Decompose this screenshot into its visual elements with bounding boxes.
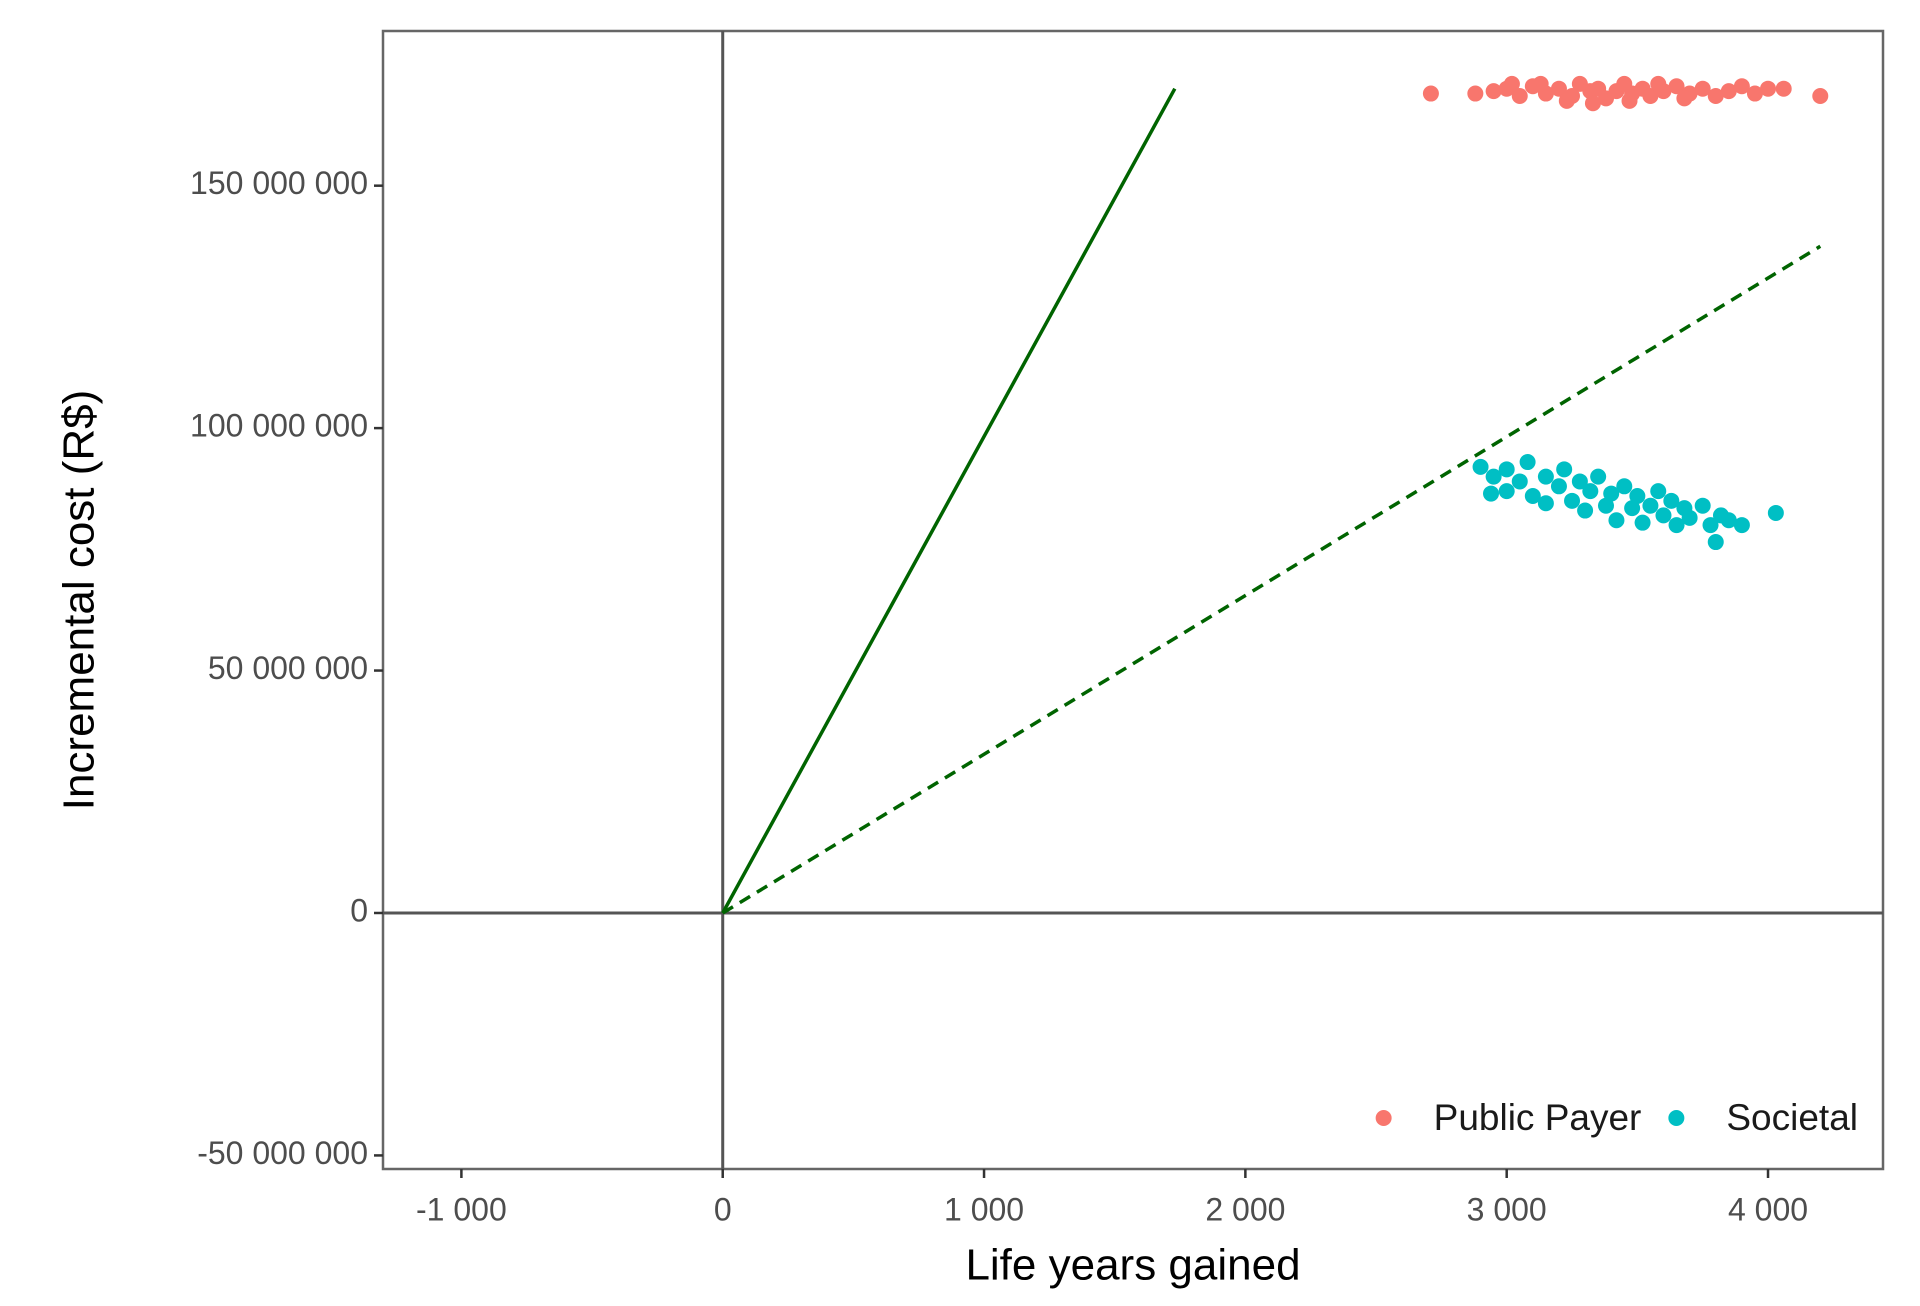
point bbox=[1511, 473, 1528, 490]
point bbox=[1483, 485, 1500, 502]
point bbox=[1537, 495, 1554, 512]
point bbox=[1550, 478, 1567, 495]
point bbox=[1597, 497, 1614, 514]
x-tick-label: 2 000 bbox=[1205, 1191, 1285, 1227]
point bbox=[1590, 468, 1607, 485]
point bbox=[1681, 509, 1698, 526]
point bbox=[1550, 80, 1567, 97]
point bbox=[1655, 507, 1672, 524]
point bbox=[1472, 458, 1489, 475]
x-tick-label: 1 000 bbox=[944, 1191, 1024, 1227]
point bbox=[1503, 75, 1520, 92]
legend-marker bbox=[1375, 1110, 1392, 1126]
point bbox=[1511, 87, 1528, 104]
point bbox=[1812, 87, 1829, 104]
point bbox=[1733, 517, 1750, 534]
point bbox=[1694, 497, 1711, 514]
point bbox=[1603, 485, 1620, 502]
x-tick-label: 3 000 bbox=[1467, 1191, 1547, 1227]
legend-label: Public Payer bbox=[1434, 1097, 1642, 1138]
y-tick-label: 50 000 000 bbox=[208, 650, 368, 686]
y-axis-title: Incremental cost (R$) bbox=[55, 390, 104, 811]
threshold-line bbox=[721, 87, 1177, 914]
point bbox=[1485, 83, 1502, 100]
point bbox=[1676, 90, 1693, 107]
point bbox=[1767, 504, 1784, 521]
point bbox=[1663, 492, 1680, 509]
point bbox=[1616, 478, 1633, 495]
y-tick-label: 0 bbox=[350, 892, 368, 928]
x-axis-title: Life years gained bbox=[965, 1241, 1300, 1290]
point bbox=[1532, 75, 1549, 92]
legend-marker bbox=[1668, 1110, 1685, 1126]
point bbox=[1498, 461, 1515, 478]
point bbox=[1760, 80, 1777, 97]
point bbox=[1720, 83, 1737, 100]
point bbox=[1702, 517, 1719, 534]
y-tick-label: 100 000 000 bbox=[190, 408, 368, 444]
point bbox=[1564, 492, 1581, 509]
plot-frame bbox=[381, 29, 1885, 1171]
point bbox=[1629, 487, 1646, 504]
point bbox=[1775, 80, 1792, 97]
point bbox=[1720, 512, 1737, 529]
point bbox=[1558, 92, 1575, 109]
point bbox=[1571, 473, 1588, 490]
point bbox=[1668, 78, 1685, 95]
x-tick-label: 4 000 bbox=[1728, 1191, 1808, 1227]
point bbox=[1707, 534, 1724, 551]
point bbox=[1707, 87, 1724, 104]
point bbox=[1422, 85, 1439, 102]
point bbox=[1634, 514, 1651, 531]
point bbox=[1584, 95, 1601, 112]
x-tick-label: -1 000 bbox=[416, 1191, 507, 1227]
x-tick-label: 0 bbox=[714, 1191, 732, 1227]
point bbox=[1582, 483, 1599, 500]
point bbox=[1650, 75, 1667, 92]
point bbox=[1642, 497, 1659, 514]
point bbox=[1624, 500, 1641, 517]
point bbox=[1467, 85, 1484, 102]
point bbox=[1694, 80, 1711, 97]
y-tick-label: 150 000 000 bbox=[190, 165, 368, 201]
point bbox=[1608, 512, 1625, 529]
point bbox=[1733, 78, 1750, 95]
point bbox=[1485, 468, 1502, 485]
point bbox=[1668, 517, 1685, 534]
threshold-line bbox=[721, 244, 1822, 915]
point bbox=[1577, 502, 1594, 519]
legend-label: Societal bbox=[1726, 1097, 1858, 1138]
point bbox=[1746, 85, 1763, 102]
point bbox=[1519, 454, 1536, 471]
point bbox=[1642, 87, 1659, 104]
point bbox=[1524, 487, 1541, 504]
point bbox=[1537, 468, 1554, 485]
y-tick-label: -50 000 000 bbox=[197, 1135, 368, 1171]
point bbox=[1556, 461, 1573, 478]
point bbox=[1621, 92, 1638, 109]
point bbox=[1650, 483, 1667, 500]
point bbox=[1498, 483, 1515, 500]
